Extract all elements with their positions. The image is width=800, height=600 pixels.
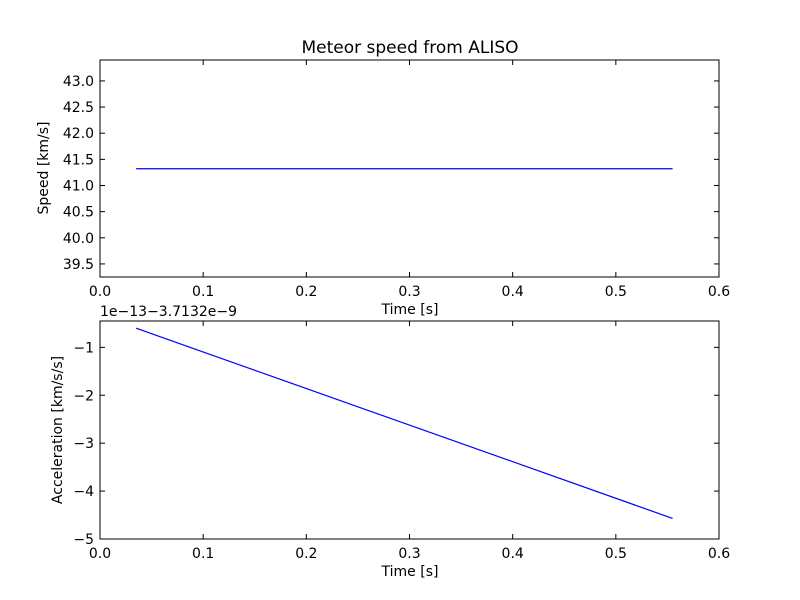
speed-y-tick-label: 41.5 — [63, 152, 94, 168]
acceleration-y-tick-label: −3 — [73, 436, 94, 452]
acceleration-x-tick-label: 0.5 — [605, 546, 627, 562]
speed-x-tick-label: 0.4 — [502, 284, 524, 300]
speed-x-tick-label: 0.1 — [192, 284, 214, 300]
acceleration-y-tick-label: −4 — [73, 484, 94, 500]
speed-chart-title: Meteor speed from ALISO — [301, 38, 518, 58]
acceleration-series — [135, 327, 673, 519]
speed-y-tick-label: 43.0 — [63, 74, 94, 90]
speed-x-tick-label: 0.3 — [398, 284, 420, 300]
acceleration-y-ticks: −5 −4 −3 −2 −1 — [73, 340, 719, 548]
acceleration-chart: 1e−13−3.7132e−9 0.0 0.1 0.2 0.3 0.4 0.5 0.6 −5… — [50, 304, 730, 580]
speed-y-tick-label: 42.0 — [63, 126, 94, 142]
acceleration-x-tick-label: 0.2 — [295, 546, 317, 562]
speed-x-tick-label: 0.5 — [605, 284, 627, 300]
acceleration-series-line — [135, 327, 673, 519]
speed-y-tick-label: 39.5 — [63, 257, 94, 273]
speed-y-tick-label: 42.5 — [63, 100, 94, 116]
speed-x-axis-label: Time [s] — [381, 302, 439, 318]
speed-y-tick-label: 40.5 — [63, 205, 94, 221]
acceleration-x-tick-label: 0.0 — [89, 546, 111, 562]
acceleration-y-tick-label: −5 — [73, 532, 94, 548]
speed-x-tick-label: 0.2 — [295, 284, 317, 300]
speed-x-tick-label: 0.6 — [708, 284, 730, 300]
acceleration-x-ticks: 0.0 0.1 0.2 0.3 0.4 0.5 0.6 — [89, 321, 730, 562]
acceleration-x-tick-label: 0.3 — [398, 546, 420, 562]
speed-chart: Meteor speed from ALISO 0.0 0.1 0.2 0.3 0.4 0… — [36, 38, 730, 318]
acceleration-offset-text: 1e−13−3.7132e−9 — [100, 304, 237, 320]
acceleration-x-tick-label: 0.1 — [192, 546, 214, 562]
speed-y-axis-label: Speed [km/s] — [36, 121, 52, 214]
speed-y-tick-label: 41.0 — [63, 178, 94, 194]
acceleration-x-tick-label: 0.6 — [708, 546, 730, 562]
acceleration-plot-frame — [99, 320, 720, 540]
speed-x-ticks: 0.0 0.1 0.2 0.3 0.4 0.5 0.6 — [89, 60, 730, 300]
acceleration-x-axis-label: Time [s] — [381, 564, 439, 580]
speed-y-tick-label: 40.0 — [63, 231, 94, 247]
speed-x-tick-label: 0.0 — [89, 284, 111, 300]
acceleration-y-tick-label: −2 — [73, 388, 94, 404]
speed-y-ticks: 39.5 40.0 40.5 41.0 41.5 42.0 42.5 43.0 — [63, 74, 719, 273]
acceleration-y-axis-label: Acceleration [km/s/s] — [50, 356, 66, 504]
acceleration-y-tick-label: −1 — [73, 340, 94, 356]
acceleration-x-tick-label: 0.4 — [502, 546, 524, 562]
